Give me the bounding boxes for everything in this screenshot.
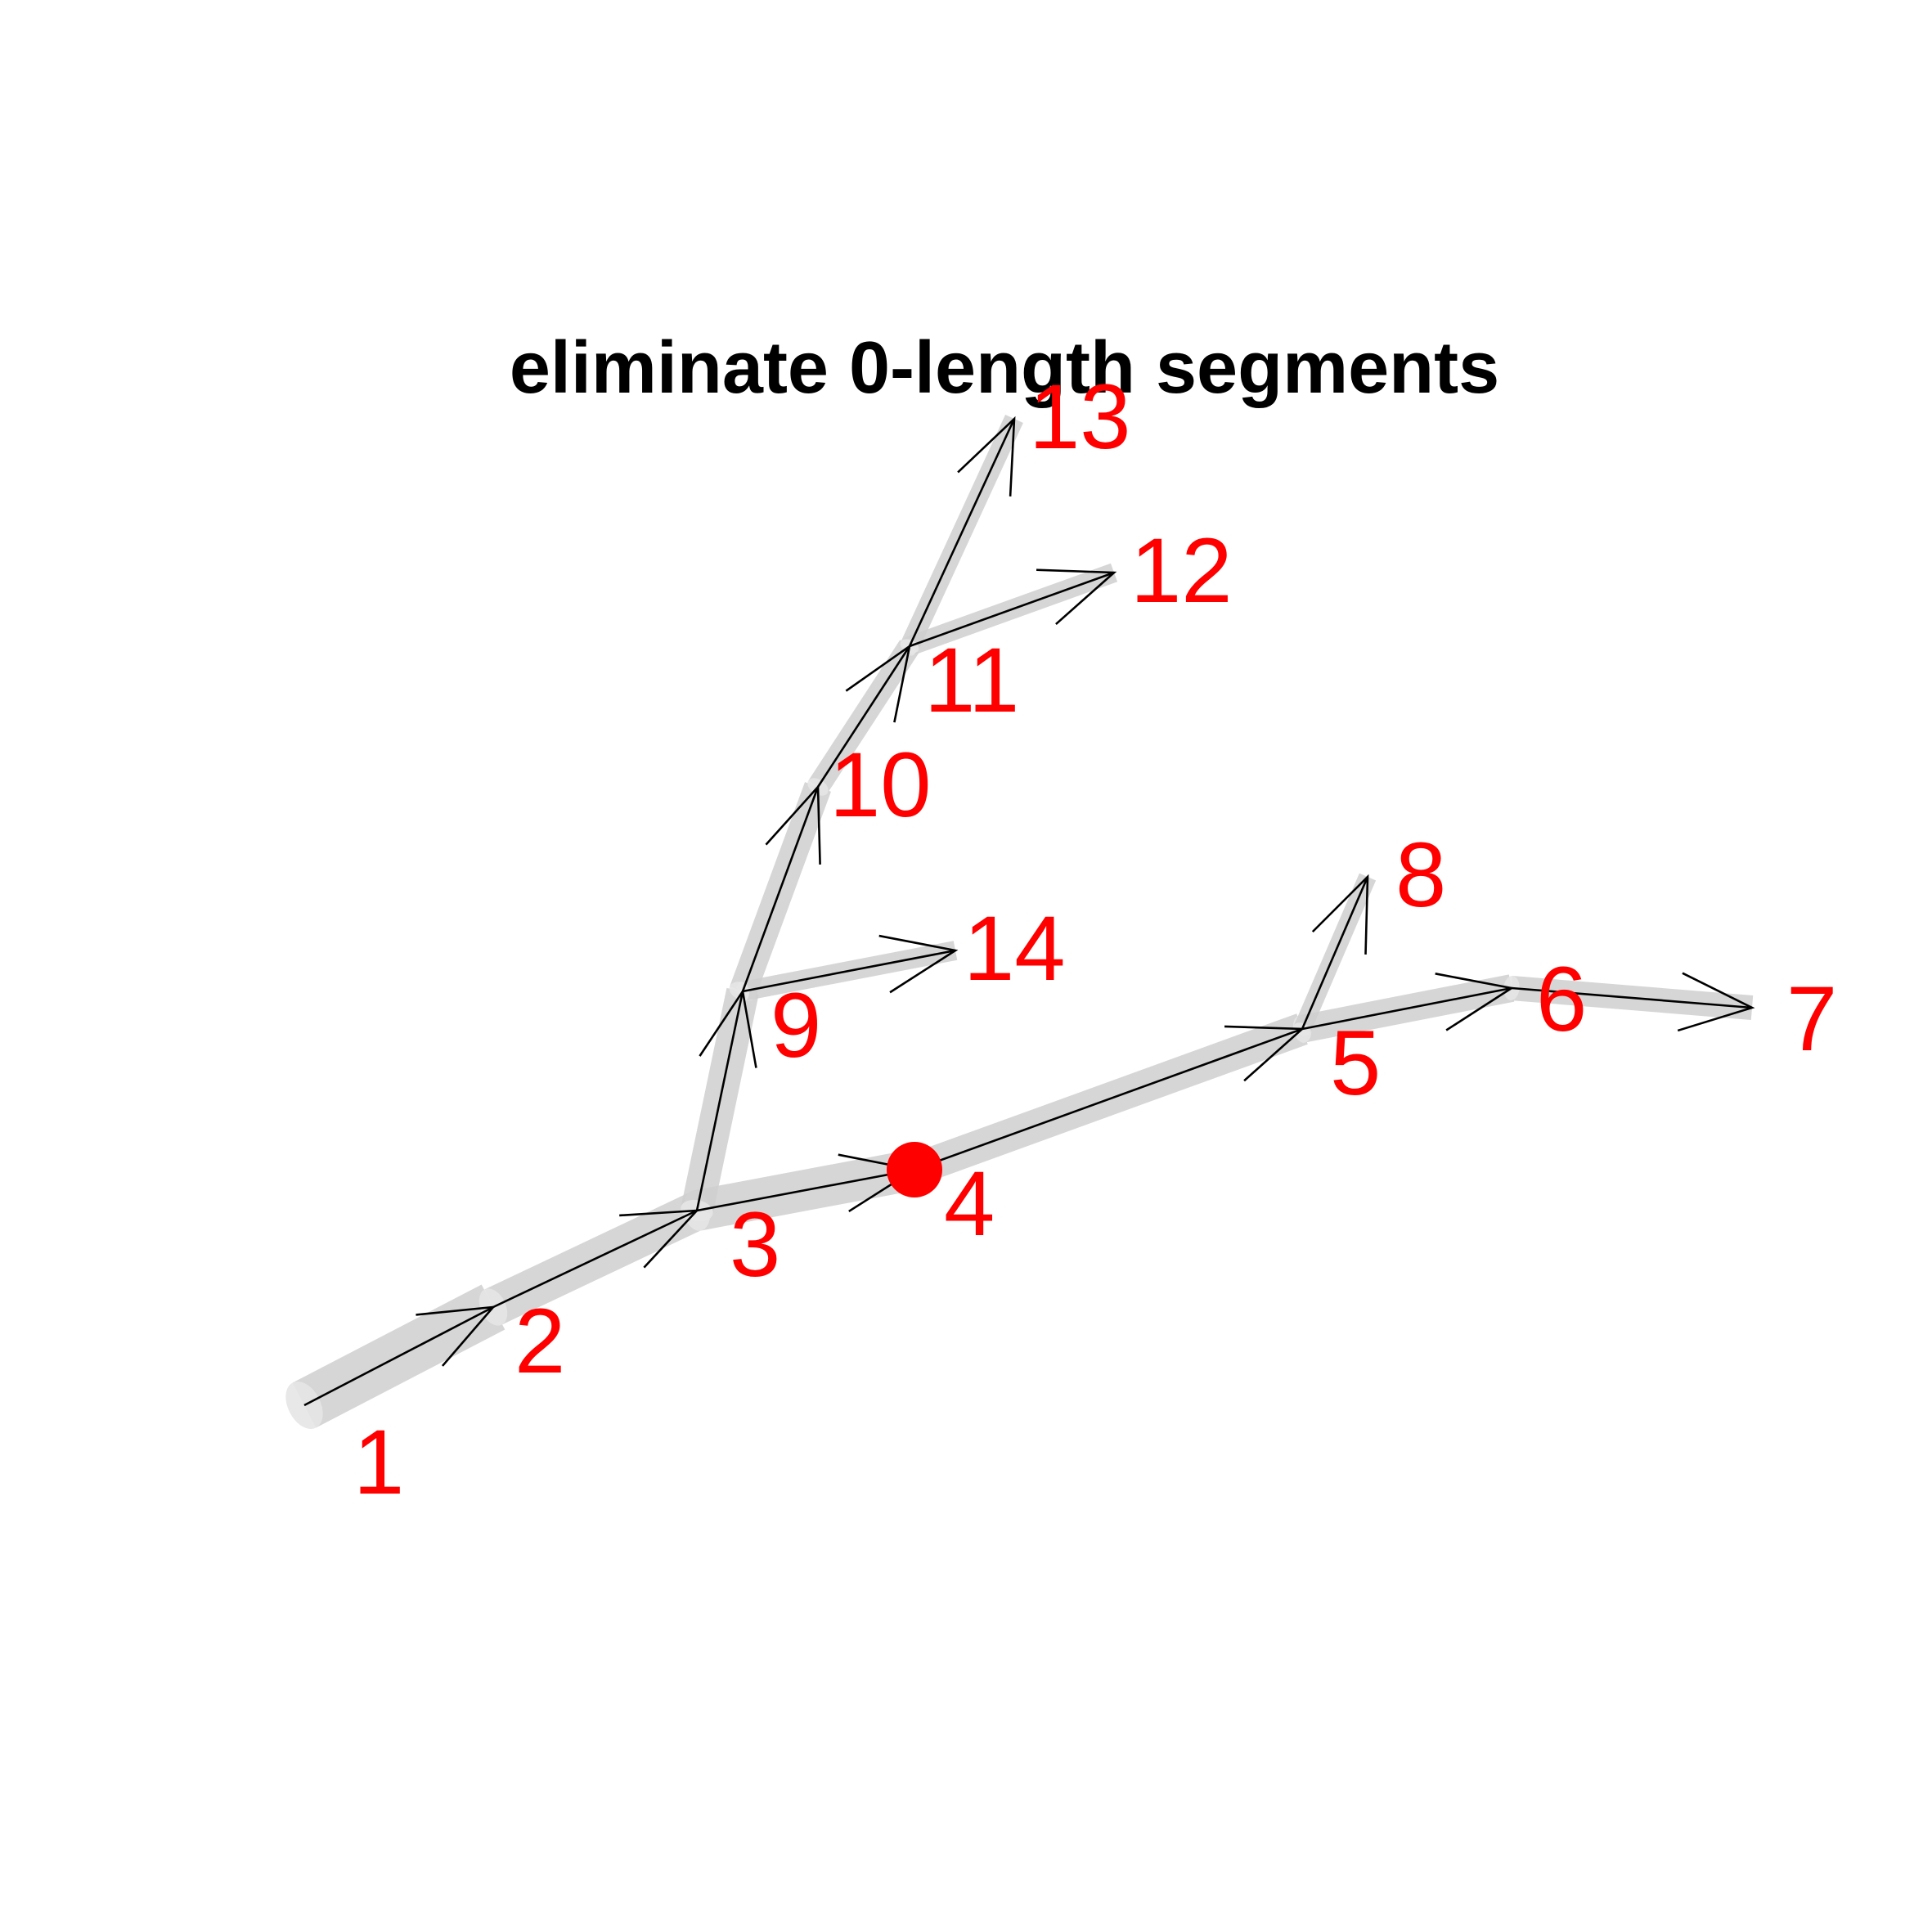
node-label-8: 8 [1395, 824, 1446, 926]
arrow-11-13 [908, 416, 1016, 647]
highlight-layer [887, 1142, 942, 1197]
arrow-shaft [492, 1209, 698, 1309]
arrow-shaft [1301, 986, 1512, 1031]
node-label-11: 11 [924, 629, 1019, 731]
node-label-5: 5 [1330, 1012, 1381, 1114]
arrow-head [957, 416, 1016, 496]
node-label-3: 3 [730, 1193, 780, 1296]
arrow-1-2 [303, 1305, 496, 1407]
node-label-6: 6 [1536, 948, 1587, 1050]
arrow-shaft [742, 949, 956, 993]
diagram-title: eliminate 0-length segments [510, 327, 1499, 409]
arrow-head [1036, 568, 1117, 626]
arrow-9-14 [742, 934, 959, 994]
arrow-shaft [908, 418, 1016, 647]
arrow-shaft [303, 1305, 494, 1407]
node-label-14: 14 [964, 897, 1066, 1000]
arrow-shaft [695, 991, 744, 1211]
arrow-shaft [1511, 986, 1753, 1009]
arrow-5-8 [1301, 874, 1369, 1030]
arrow-shaft [909, 571, 1115, 648]
arrow-6-7 [1511, 972, 1755, 1032]
node-label-1: 1 [353, 1411, 404, 1513]
node-label-2: 2 [514, 1290, 565, 1392]
arrow-shaft [1301, 876, 1369, 1030]
node-label-12: 12 [1130, 519, 1233, 622]
node-label-13: 13 [1029, 366, 1131, 468]
node-label-10: 10 [829, 734, 932, 836]
arrow-shaft [741, 786, 820, 992]
arrow-head [1311, 874, 1369, 955]
node-label-4: 4 [944, 1152, 995, 1255]
arrow-shaft [914, 1027, 1303, 1171]
arrow-shaft [696, 1168, 915, 1212]
arrow-head [878, 934, 959, 994]
arrow-11-12 [909, 568, 1117, 648]
arrow-shaft [816, 645, 911, 788]
highlight-marker-node-4 [887, 1142, 942, 1197]
arrow-layer [303, 416, 1755, 1407]
node-label-9: 9 [771, 974, 821, 1076]
arrow-head [1677, 972, 1755, 1032]
node-label-7: 7 [1786, 968, 1837, 1070]
